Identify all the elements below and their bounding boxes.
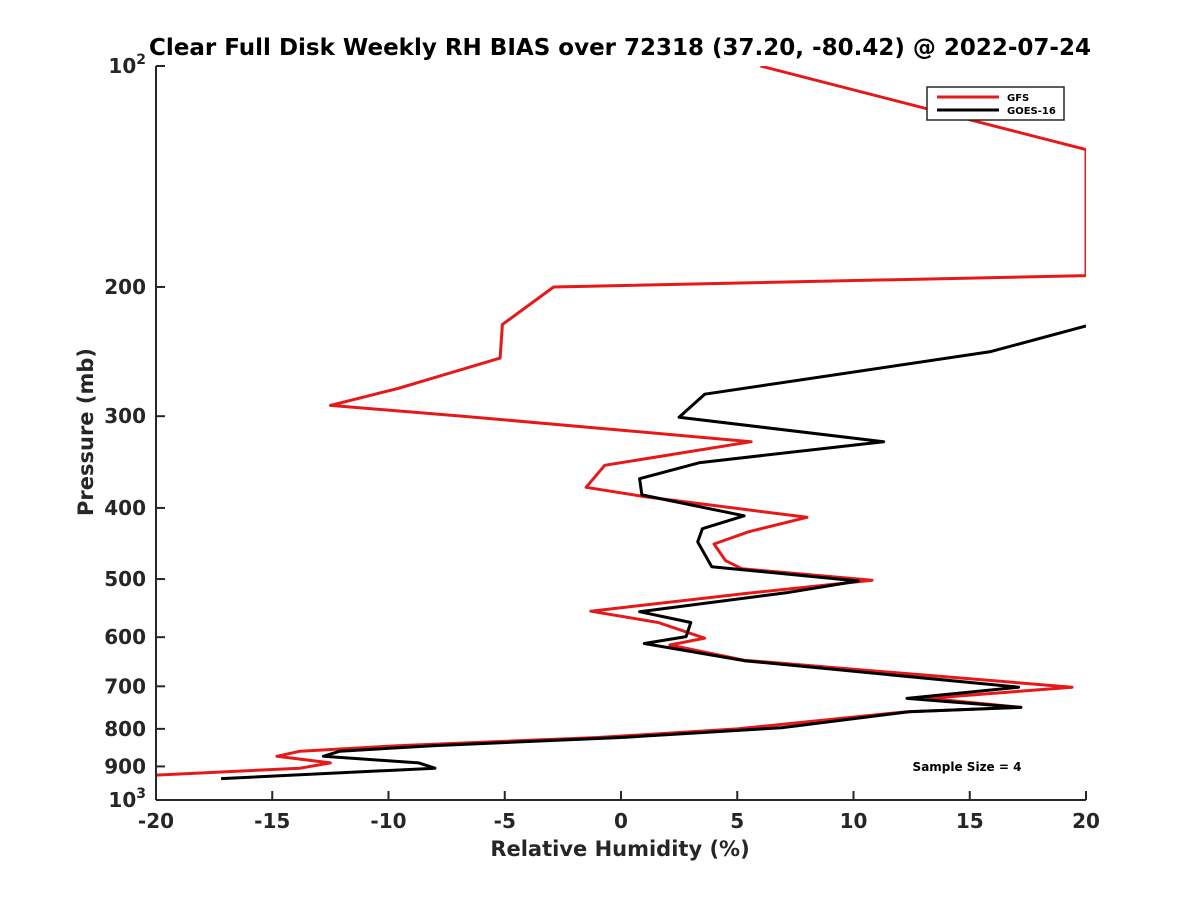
y-tick-label: 500	[104, 567, 146, 591]
legend-box	[926, 86, 1065, 121]
x-tick-label: 10	[840, 809, 868, 833]
y-tick-label: 102	[108, 52, 146, 78]
y-tick-label: 103	[108, 786, 146, 812]
chart-title: Clear Full Disk Weekly RH BIAS over 7231…	[149, 35, 1091, 61]
x-tick-label: -15	[254, 809, 290, 833]
x-tick-label: 15	[956, 809, 984, 833]
x-axis-ticks: -20 -15 -10 -5 0 5 10 15 20	[138, 791, 1100, 833]
y-tick-label: 900	[104, 754, 146, 778]
y-axis-label: Pressure (mb)	[74, 348, 98, 516]
x-tick-label: 20	[1072, 809, 1100, 833]
y-tick-label: 200	[104, 275, 146, 299]
legend-label: GOES-16	[1007, 106, 1056, 117]
x-axis-label: Relative Humidity (%)	[490, 837, 749, 861]
y-axis-ticks: 102 200 300 400 500 600 700 800 900 103	[104, 52, 165, 812]
sample-size-annotation: Sample Size = 4	[913, 760, 1022, 774]
x-tick-label: -10	[370, 809, 406, 833]
y-tick-label: 800	[104, 717, 146, 741]
y-tick-label: 600	[104, 625, 146, 649]
x-tick-label: -5	[494, 809, 516, 833]
y-tick-label: 700	[104, 674, 146, 698]
y-tick-label: 400	[104, 496, 146, 520]
x-tick-label: -20	[138, 809, 174, 833]
y-tick-label: 300	[104, 404, 146, 428]
legend: GFS GOES-16	[926, 86, 1065, 121]
x-tick-label: 0	[614, 809, 628, 833]
x-tick-label: 5	[730, 809, 744, 833]
legend-label: GFS	[1007, 93, 1029, 104]
plot-area	[156, 66, 1086, 781]
series-line-goes-16	[221, 324, 1086, 781]
